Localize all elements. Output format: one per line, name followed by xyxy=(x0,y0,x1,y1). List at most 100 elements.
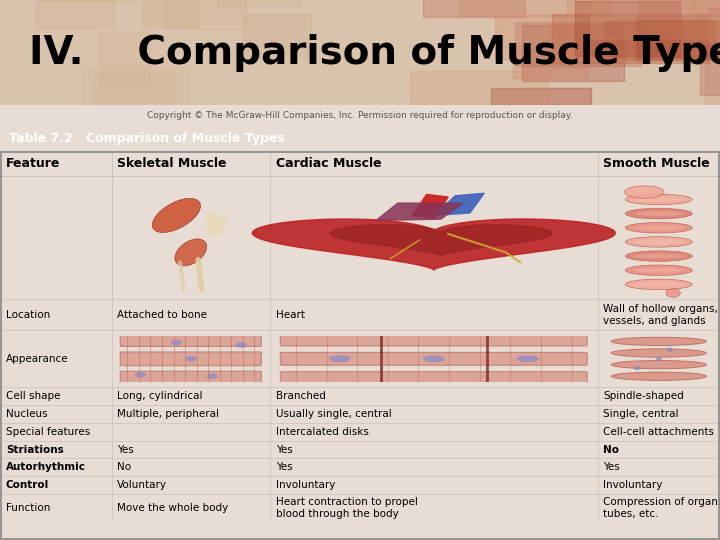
Ellipse shape xyxy=(235,342,247,348)
Ellipse shape xyxy=(423,355,445,362)
Text: Intercalated disks: Intercalated disks xyxy=(276,427,369,437)
Bar xyxy=(639,0,720,15)
FancyBboxPatch shape xyxy=(280,333,588,346)
Bar xyxy=(701,45,720,94)
Text: Special features: Special features xyxy=(6,427,90,437)
Ellipse shape xyxy=(207,374,218,379)
Ellipse shape xyxy=(611,349,706,357)
FancyBboxPatch shape xyxy=(120,333,261,347)
Bar xyxy=(575,1,680,56)
Ellipse shape xyxy=(329,355,351,362)
Text: Autorhythmic: Autorhythmic xyxy=(6,462,86,472)
Polygon shape xyxy=(330,225,552,256)
Text: Multiple, peripheral: Multiple, peripheral xyxy=(117,409,220,419)
Text: Comparison of Muscle Types: Comparison of Muscle Types xyxy=(86,132,285,145)
Ellipse shape xyxy=(185,356,197,362)
FancyBboxPatch shape xyxy=(120,352,261,366)
Bar xyxy=(459,0,611,16)
Text: Yes: Yes xyxy=(603,462,620,472)
Bar xyxy=(515,22,641,66)
Bar xyxy=(637,21,715,57)
Polygon shape xyxy=(253,219,615,270)
Bar xyxy=(591,0,720,39)
Text: Yes: Yes xyxy=(276,444,292,455)
Ellipse shape xyxy=(626,265,692,275)
Ellipse shape xyxy=(153,198,200,233)
Ellipse shape xyxy=(666,289,680,298)
Bar xyxy=(548,24,670,62)
Text: Spindle-shaped: Spindle-shaped xyxy=(603,391,684,401)
FancyBboxPatch shape xyxy=(280,353,588,365)
Text: Usually single, central: Usually single, central xyxy=(276,409,392,419)
Text: Striations: Striations xyxy=(6,444,63,455)
Ellipse shape xyxy=(626,194,692,205)
Ellipse shape xyxy=(634,211,684,216)
Bar xyxy=(495,15,588,59)
Ellipse shape xyxy=(626,208,692,219)
Bar xyxy=(552,14,709,63)
Polygon shape xyxy=(377,203,463,220)
Text: Skeletal Muscle: Skeletal Muscle xyxy=(117,157,227,170)
Ellipse shape xyxy=(611,338,706,346)
Ellipse shape xyxy=(611,372,706,380)
Ellipse shape xyxy=(666,347,672,352)
Text: Cell-cell attachments: Cell-cell attachments xyxy=(603,427,714,437)
Text: Branched: Branched xyxy=(276,391,325,401)
Text: Table 7.2: Table 7.2 xyxy=(9,132,72,145)
FancyBboxPatch shape xyxy=(280,372,588,384)
Ellipse shape xyxy=(634,282,684,287)
Ellipse shape xyxy=(171,340,182,346)
Text: Control: Control xyxy=(6,480,49,490)
Bar xyxy=(708,8,720,58)
Bar xyxy=(423,0,526,17)
Ellipse shape xyxy=(626,237,692,247)
Text: Long, cylindrical: Long, cylindrical xyxy=(117,391,203,401)
Bar xyxy=(704,62,720,112)
Ellipse shape xyxy=(626,222,692,233)
Ellipse shape xyxy=(626,279,692,289)
Ellipse shape xyxy=(634,366,641,370)
Text: Heart: Heart xyxy=(276,310,305,320)
Bar xyxy=(217,0,301,7)
Text: No: No xyxy=(603,444,619,455)
Text: Function: Function xyxy=(6,503,50,513)
Bar xyxy=(636,16,720,60)
Ellipse shape xyxy=(611,361,706,369)
Text: No: No xyxy=(117,462,132,472)
Bar xyxy=(410,71,549,104)
Text: Move the whole body: Move the whole body xyxy=(117,503,229,513)
Ellipse shape xyxy=(626,251,692,261)
Text: Feature: Feature xyxy=(6,157,60,170)
Text: Copyright © The McGraw-Hill Companies, Inc. Permission required for reproduction: Copyright © The McGraw-Hill Companies, I… xyxy=(147,111,573,120)
Text: Voluntary: Voluntary xyxy=(117,480,167,490)
Text: Nucleus: Nucleus xyxy=(6,409,48,419)
Bar xyxy=(94,73,174,103)
Text: Location: Location xyxy=(6,310,50,320)
Polygon shape xyxy=(205,213,227,238)
Bar xyxy=(692,0,720,20)
Bar xyxy=(143,0,199,28)
Ellipse shape xyxy=(135,372,146,377)
Ellipse shape xyxy=(634,240,684,244)
Bar xyxy=(605,21,720,59)
Text: Involuntary: Involuntary xyxy=(276,480,335,490)
Text: Involuntary: Involuntary xyxy=(603,480,662,490)
Polygon shape xyxy=(412,194,448,218)
Text: IV.    Comparison of Muscle Types: IV. Comparison of Muscle Types xyxy=(29,33,720,72)
Text: Cardiac Muscle: Cardiac Muscle xyxy=(276,157,382,170)
Bar xyxy=(521,25,624,81)
Ellipse shape xyxy=(175,239,207,266)
Bar xyxy=(243,14,312,57)
FancyBboxPatch shape xyxy=(120,371,261,385)
Bar xyxy=(36,0,114,28)
Bar xyxy=(513,45,587,78)
Text: Yes: Yes xyxy=(276,462,292,472)
Text: Cell shape: Cell shape xyxy=(6,391,60,401)
Polygon shape xyxy=(433,193,485,215)
Ellipse shape xyxy=(634,197,684,202)
Bar xyxy=(491,89,591,105)
Text: Compression of organs, ducts,
tubes, etc.: Compression of organs, ducts, tubes, etc… xyxy=(603,497,720,519)
Text: Single, central: Single, central xyxy=(603,409,679,419)
Bar xyxy=(567,0,697,15)
Bar xyxy=(166,0,246,29)
